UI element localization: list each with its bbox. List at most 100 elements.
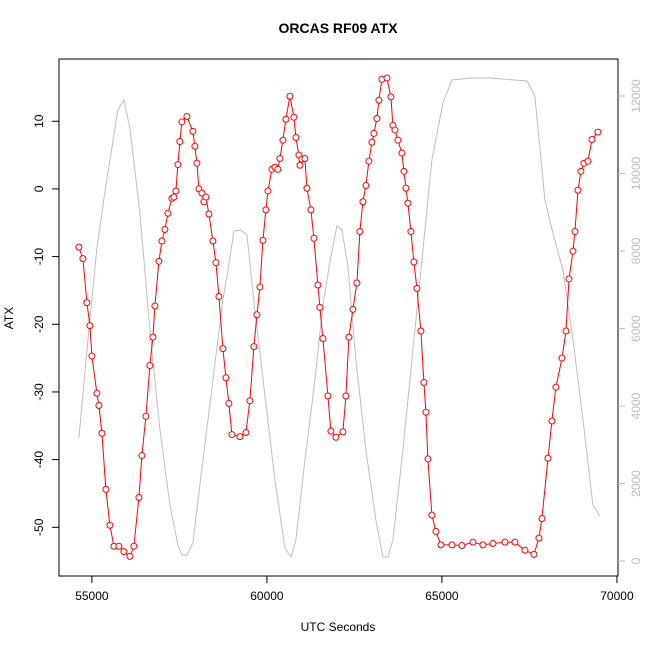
data-point <box>95 401 103 409</box>
data-point <box>86 322 94 330</box>
series-line <box>78 77 601 559</box>
data-point <box>394 136 402 144</box>
data-point <box>158 237 166 245</box>
data-point <box>286 92 294 100</box>
y2-tick-label: 8000 <box>629 237 643 264</box>
data-point <box>565 275 573 283</box>
data-point <box>530 550 538 558</box>
data-point <box>469 538 477 546</box>
data-point <box>191 142 199 150</box>
data-point <box>345 333 353 341</box>
data-point <box>151 302 159 310</box>
data-point <box>342 392 350 400</box>
data-point <box>387 93 395 101</box>
data-point <box>400 167 408 175</box>
data-point <box>228 431 236 439</box>
data-point <box>501 538 509 546</box>
data-point <box>189 127 197 135</box>
data-point <box>126 552 134 560</box>
data-point <box>316 303 324 311</box>
data-point <box>142 412 150 420</box>
data-point <box>420 378 428 386</box>
y-tick-label: -50 <box>32 518 46 536</box>
data-point <box>584 157 592 165</box>
data-point <box>264 187 272 195</box>
data-point <box>106 521 114 529</box>
data-point <box>521 546 529 554</box>
data-point <box>164 209 172 217</box>
data-point <box>594 128 602 136</box>
data-point <box>242 429 250 437</box>
x-tick-label: 60000 <box>250 589 284 603</box>
data-point <box>569 247 577 255</box>
data-point <box>146 362 154 370</box>
data-point <box>219 345 227 353</box>
data-point <box>155 257 163 265</box>
data-point <box>209 237 217 245</box>
data-point <box>222 374 230 382</box>
data-point <box>75 243 83 251</box>
data-point <box>170 193 178 201</box>
data-point <box>236 433 244 441</box>
series-line <box>78 77 599 558</box>
data-point <box>212 259 220 267</box>
data-point <box>432 527 440 535</box>
data-point <box>324 392 332 400</box>
data-point <box>102 485 110 493</box>
data-point <box>174 161 182 169</box>
data-point <box>183 113 191 121</box>
data-point <box>402 184 410 192</box>
data-point <box>410 258 418 266</box>
data-point <box>83 299 91 307</box>
data-point <box>544 454 552 462</box>
data-point <box>332 433 340 441</box>
data-point <box>359 198 367 206</box>
data-point <box>428 511 436 519</box>
y-tick-label: -10 <box>32 248 46 266</box>
y-tick-label: 0 <box>32 185 46 192</box>
data-point <box>276 154 284 162</box>
data-point <box>362 182 370 190</box>
data-point <box>356 228 364 236</box>
y2-tick-label: 12000 <box>629 79 643 113</box>
data-point <box>448 541 456 549</box>
data-point <box>193 159 201 167</box>
data-point <box>422 408 430 416</box>
data-point <box>339 428 347 436</box>
x-tick-label: 70000 <box>600 589 634 603</box>
data-point <box>215 293 223 301</box>
data-point <box>250 343 258 351</box>
x-axis-label: UTC Seconds <box>301 620 376 634</box>
data-point <box>93 389 101 397</box>
data-point <box>310 234 318 242</box>
data-point <box>307 206 315 214</box>
data-point <box>417 327 425 335</box>
y-tick-label: 10 <box>32 114 46 128</box>
data-point <box>290 113 298 121</box>
data-point <box>349 305 357 313</box>
data-point <box>314 281 322 289</box>
y-tick-label: -20 <box>32 315 46 333</box>
data-point <box>246 397 254 405</box>
data-point <box>562 327 570 335</box>
data-point <box>262 206 270 214</box>
data-point <box>574 186 582 194</box>
data-point <box>178 118 186 126</box>
data-point <box>458 542 466 550</box>
data-point <box>558 354 566 362</box>
data-point <box>205 210 213 218</box>
data-point <box>202 193 210 201</box>
data-point <box>548 417 556 425</box>
data-point <box>404 199 412 207</box>
data-point <box>535 534 543 542</box>
data-point <box>552 383 560 391</box>
data-point <box>383 74 391 82</box>
y-tick-label: -40 <box>32 451 46 469</box>
y-tick-label: -30 <box>32 383 46 401</box>
y-axis-label: ATX <box>2 307 16 329</box>
data-point <box>301 154 309 162</box>
data-point <box>424 455 432 463</box>
data-point <box>303 184 311 192</box>
data-point <box>353 279 361 287</box>
